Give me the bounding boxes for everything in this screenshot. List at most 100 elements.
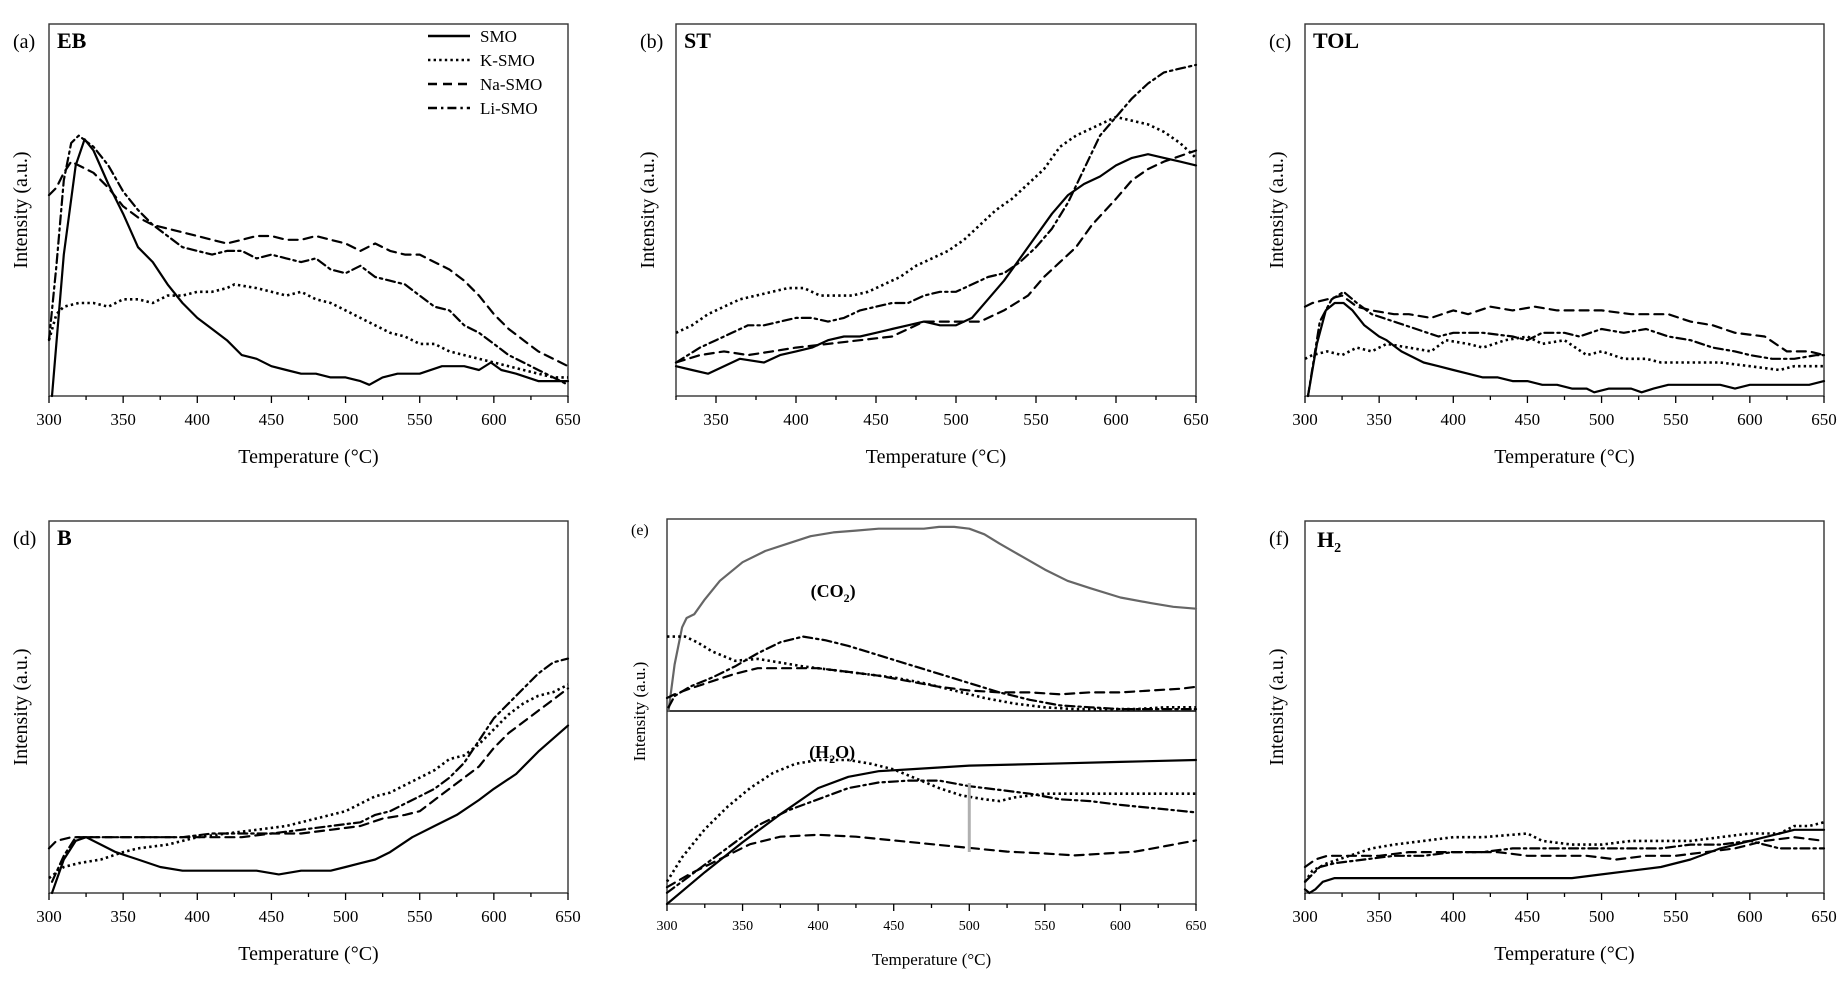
series-line-smo <box>50 138 570 398</box>
subplot-h2o: (H2O) <box>665 742 1198 906</box>
legend-label: Li-SMO <box>480 99 538 118</box>
x-tick-label: 650 <box>555 907 581 926</box>
panel-c: 300 350 400 450 500 550 600 650 Temperature (°C)… <box>1266 23 1837 468</box>
y-axis-title: Intensity (a.u.) <box>630 662 649 762</box>
x-tick-label: 650 <box>1183 410 1209 429</box>
y-axis-title: Intensity (a.u.) <box>10 648 32 765</box>
x-tick-label: 450 <box>259 410 285 429</box>
series-line-na-smo <box>1303 294 1826 357</box>
series-line-li-smo <box>665 779 1198 894</box>
x-tick-label: 400 <box>783 410 809 429</box>
panel-letter: (a) <box>13 31 35 53</box>
panel-title: ST <box>684 28 711 53</box>
subplot-co2: (CO2) <box>665 525 1198 713</box>
x-tick-label: 300 <box>1292 907 1318 926</box>
plot-frame <box>1304 23 1825 397</box>
x-tick-label: 600 <box>1110 919 1131 934</box>
x-tick-label: 400 <box>185 410 211 429</box>
series-line-smo <box>50 724 570 895</box>
series-line-li-smo <box>667 635 1198 711</box>
x-tick-label: 650 <box>555 410 581 429</box>
x-tick-label: 400 <box>1441 907 1467 926</box>
panel-f: 300 350 400 450 500 550 600 650 Temperature (°C)… <box>1266 520 1837 965</box>
series-line-na-smo <box>674 149 1198 364</box>
x-tick-label: 550 <box>1663 907 1689 926</box>
label-sub: 2 <box>829 752 835 766</box>
y-axis-title: Intensity (a.u.) <box>1266 648 1288 765</box>
x-tick-label: 300 <box>36 907 62 926</box>
label-end: O) <box>835 742 855 763</box>
x-tick-label: 350 <box>1366 907 1392 926</box>
series-line-na-smo <box>47 687 570 850</box>
x-tick-label: 600 <box>1737 907 1763 926</box>
series-line-li-smo <box>1306 290 1826 398</box>
panel-b: 350 400 450 500 550 600 650 Temperature (°C) Int… <box>637 23 1209 468</box>
series-line-li-smo <box>674 63 1198 364</box>
title-main: H <box>1317 527 1334 552</box>
x-tick-label: 500 <box>1589 907 1615 926</box>
legend: SMO K-SMO Na-SMO Li-SMO <box>428 27 542 118</box>
series-line-li-smo <box>47 134 570 386</box>
series-line-k-smo <box>1303 821 1825 883</box>
x-tick-label: 350 <box>110 410 136 429</box>
series-line-na-smo <box>665 833 1198 889</box>
x-axis-title: Temperature (°C) <box>238 943 378 965</box>
series-line-smo <box>665 758 1198 906</box>
panel-letter: (b) <box>640 31 663 53</box>
panel-letter: (f) <box>1269 528 1289 550</box>
x-tick-label: 600 <box>1737 410 1763 429</box>
x-tick-label: 300 <box>1292 410 1318 429</box>
x-tick-label: 500 <box>943 410 969 429</box>
x-tick-label: 550 <box>1034 919 1055 934</box>
x-tick-label: 550 <box>1663 410 1689 429</box>
x-tick-label: 550 <box>407 410 433 429</box>
x-tick-label: 400 <box>1441 410 1467 429</box>
panel-title: EB <box>57 28 87 53</box>
label-sub: 2 <box>844 591 850 605</box>
x-tick-label: 350 <box>703 410 729 429</box>
series-line-smo <box>667 525 1198 713</box>
panel-e: 300 350 400 450 500 550 600 650 Temperature (°C)… <box>630 518 1207 969</box>
x-tick-label: 400 <box>808 919 829 934</box>
x-tick-label: 650 <box>1186 919 1207 934</box>
label-end: ) <box>850 581 856 602</box>
x-tick-label: 450 <box>259 907 285 926</box>
series-line-li-smo <box>50 657 570 883</box>
series-line-k-smo <box>665 758 1196 883</box>
x-tick-label: 350 <box>1366 410 1392 429</box>
x-tick-label: 500 <box>1589 410 1615 429</box>
series-line-smo <box>1306 301 1826 398</box>
legend-label: Na-SMO <box>480 75 542 94</box>
plot-frame <box>1304 520 1825 894</box>
panel-letter: (e) <box>631 522 649 539</box>
title-sub: 2 <box>1334 541 1341 556</box>
x-tick-label: 450 <box>1515 907 1541 926</box>
series-line-na-smo <box>665 667 1198 700</box>
x-tick-label: 500 <box>333 907 359 926</box>
panel-a: 300 350 400 450 500 550 600 650 Temperature (°C)… <box>10 23 581 468</box>
x-tick-label: 550 <box>407 907 433 926</box>
x-axis-title: Temperature (°C) <box>1494 446 1634 468</box>
series-line-na-smo <box>47 160 570 368</box>
x-tick-label: 450 <box>863 410 889 429</box>
x-tick-label: 500 <box>959 919 980 934</box>
plot-frame <box>675 23 1197 397</box>
series-line-k-smo <box>675 115 1197 334</box>
y-axis-title: Intensity (a.u.) <box>1266 151 1288 268</box>
x-tick-label: 650 <box>1811 907 1837 926</box>
x-tick-label: 450 <box>1515 410 1541 429</box>
panel-title: TOL <box>1313 28 1359 53</box>
x-tick-label: 550 <box>1023 410 1049 429</box>
x-axis-title: Temperature (°C) <box>1494 943 1634 965</box>
x-axis-title: Temperature (°C) <box>866 446 1006 468</box>
series-line-li-smo <box>1303 839 1826 883</box>
x-tick-label: 600 <box>481 907 507 926</box>
x-tick-label: 650 <box>1811 410 1837 429</box>
label-main: (CO <box>811 581 844 602</box>
series-line-k-smo <box>667 635 1196 711</box>
x-axis-title: Temperature (°C) <box>872 950 991 969</box>
x-tick-label: 600 <box>1103 410 1129 429</box>
x-tick-label: 600 <box>481 410 507 429</box>
panel-d: 300 350 400 450 500 550 600 650 Temperature (°C)… <box>10 520 581 965</box>
